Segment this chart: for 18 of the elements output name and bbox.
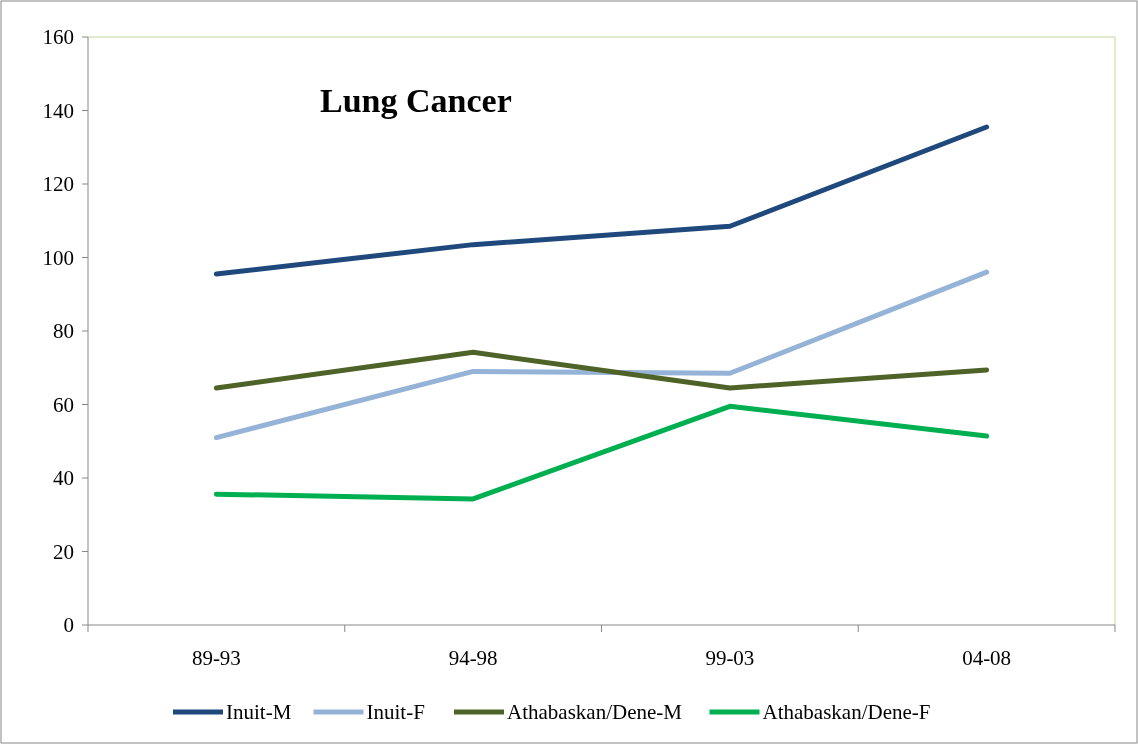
x-tick-label: 94-98 (448, 646, 498, 670)
y-tick-label: 0 (63, 613, 74, 638)
y-tick-label: 120 (42, 172, 74, 197)
y-tick-label: 140 (42, 98, 74, 123)
legend-label: Inuit-F (366, 700, 425, 725)
legend-label: Inuit-M (226, 700, 292, 725)
text: Lung Cancer (320, 82, 512, 119)
y-tick-label: 20 (53, 539, 74, 564)
legend-label: Athabaskan/Dene-F (762, 700, 931, 725)
y-tick-label: 60 (53, 392, 74, 417)
y-tick-label: 40 (53, 466, 74, 491)
x-tick-label: 99-03 (705, 646, 755, 670)
y-tick-label: 160 (42, 25, 74, 50)
y-tick-label: 80 (53, 319, 74, 344)
legend-label: Athabaskan/Dene-M (507, 700, 683, 725)
x-tick-label: 04-08 (962, 646, 1012, 670)
x-tick-label: 89-93 (191, 646, 241, 670)
y-tick-label: 100 (42, 245, 74, 270)
